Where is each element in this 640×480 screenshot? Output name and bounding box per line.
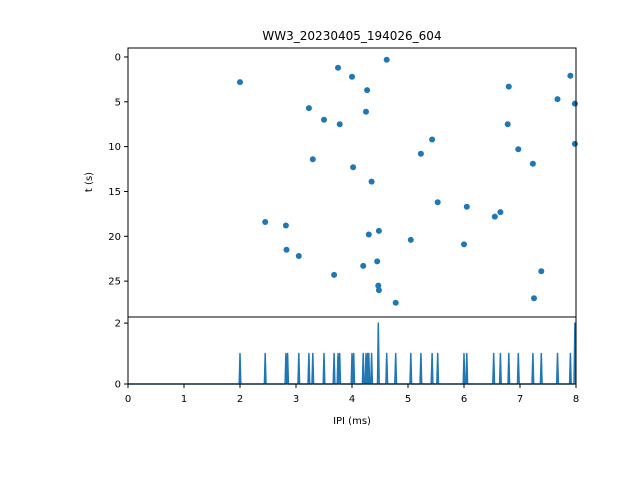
scatter-point xyxy=(429,136,436,143)
y-tick-label: 20 xyxy=(108,232,121,243)
x-tick-label: 2 xyxy=(237,394,243,405)
y-tick-label: 0 xyxy=(115,52,121,63)
scatter-point xyxy=(538,268,545,275)
scatter-point xyxy=(463,203,470,210)
x-tick-label: 8 xyxy=(573,394,579,405)
scatter-point xyxy=(282,222,289,229)
scatter-point xyxy=(350,164,357,171)
scatter-point xyxy=(407,236,414,243)
histogram-y-ticks: 02 xyxy=(115,319,128,391)
scatter-point xyxy=(295,253,302,259)
y-tick-label: 10 xyxy=(108,142,121,153)
scatter-point xyxy=(529,160,536,167)
scatter-point xyxy=(305,105,312,112)
y-tick-label: 25 xyxy=(108,277,121,288)
scatter-point xyxy=(375,287,382,294)
scatter-point xyxy=(335,64,341,71)
scatter-point xyxy=(365,231,372,238)
scatter-y-ticks: 0 5 10 15 20 25 xyxy=(108,52,128,288)
histogram-x-ticks: 0 1 2 3 4 5 6 7 8 xyxy=(125,384,579,405)
scatter-point xyxy=(515,146,522,153)
scatter-point xyxy=(349,73,355,80)
scatter-point xyxy=(491,213,498,220)
scatter-point xyxy=(336,121,343,128)
y-tick-label: 15 xyxy=(108,187,121,198)
scatter-point xyxy=(505,83,512,90)
scatter-point xyxy=(383,56,390,63)
scatter-point xyxy=(571,100,578,107)
scatter-point xyxy=(321,116,327,123)
x-tick-label: 7 xyxy=(517,394,523,405)
scatter-point xyxy=(434,199,441,206)
scatter-points xyxy=(237,56,578,306)
scatter-point xyxy=(504,121,511,128)
scatter-point xyxy=(368,178,375,185)
scatter-point xyxy=(360,262,367,269)
x-tick-label: 0 xyxy=(125,394,131,405)
x-tick-label: 6 xyxy=(461,394,467,405)
scatter-point xyxy=(375,227,382,234)
scatter-point xyxy=(363,108,369,115)
scatter-point xyxy=(283,246,290,253)
scatter-point xyxy=(554,96,561,103)
y-tick-label: 0 xyxy=(115,380,121,391)
x-tick-label: 5 xyxy=(405,394,411,405)
scatter-point xyxy=(417,150,424,157)
scatter-point xyxy=(364,87,371,94)
x-tick-label: 4 xyxy=(349,394,355,405)
histogram-x-axis-label: IPI (ms) xyxy=(333,416,371,427)
scatter-point xyxy=(375,282,382,289)
x-tick-label: 3 xyxy=(293,394,299,405)
y-tick-label: 5 xyxy=(115,97,121,108)
scatter-point xyxy=(461,241,467,248)
y-tick-label: 2 xyxy=(115,319,121,330)
scatter-point xyxy=(262,219,269,225)
chart-title: WW3_20230405_194026_604 xyxy=(262,29,441,43)
scatter-point xyxy=(531,295,537,302)
scatter-point xyxy=(374,258,381,265)
scatter-point xyxy=(309,156,316,163)
scatter-point xyxy=(331,271,338,278)
x-tick-label: 1 xyxy=(181,394,187,405)
scatter-point xyxy=(237,79,243,86)
scatter-point xyxy=(571,140,578,147)
scatter-point xyxy=(392,299,399,306)
scatter-y-axis-label: t (s) xyxy=(84,172,95,192)
scatter-point xyxy=(497,209,504,216)
scatter-point xyxy=(567,72,574,79)
